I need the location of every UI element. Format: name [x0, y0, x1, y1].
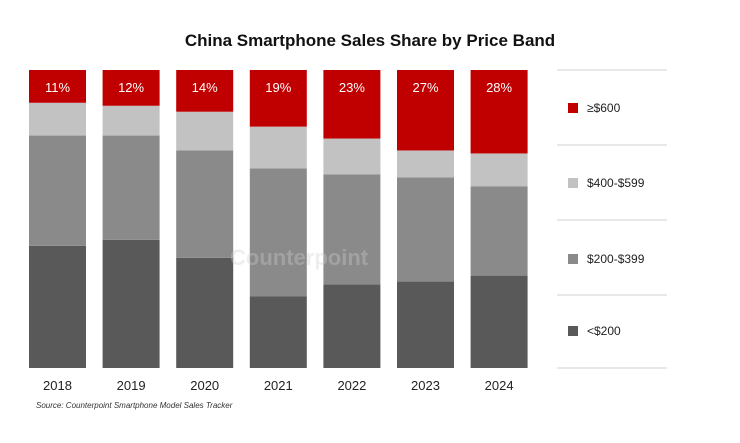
data-label-2022: 23% [339, 80, 365, 95]
bar-segment-2021-200 [249, 296, 307, 368]
bar-segment-2020-400-599 [176, 111, 234, 151]
legend: ≥$600 $400-$599 $200-$399 <$200 [557, 69, 667, 369]
bar-segment-2021-200-399 [249, 168, 307, 297]
bar-segment-2019-600 [102, 70, 160, 106]
bar-segment-2022-200 [323, 284, 381, 368]
watermark-text: Counterpoint [230, 245, 369, 270]
bar-segment-2024-200 [470, 275, 528, 368]
bar-segment-2022-200-399 [323, 174, 381, 285]
legend-label-600: ≥$600 [587, 101, 621, 115]
x-tick-2018: 2018 [43, 378, 72, 393]
legend-swatch-600 [568, 103, 578, 113]
legend-swatch-200 [568, 326, 578, 336]
bar-segment-2024-600 [470, 70, 528, 154]
bar-segment-2024-200-399 [470, 186, 528, 276]
chart-title: China Smartphone Sales Share by Price Ba… [184, 31, 556, 50]
data-label-2020: 14% [192, 80, 218, 95]
bar-segment-2021-400-599 [249, 126, 307, 169]
bar-segment-2023-600 [397, 70, 454, 151]
bar-segment-2023-400-599 [397, 150, 454, 178]
data-label-2019: 12% [118, 80, 144, 95]
source-note: Source: Counterpoint Smartphone Model Sa… [36, 401, 233, 410]
bar-segment-2019-200-399 [102, 135, 160, 240]
data-label-2024: 28% [486, 80, 512, 95]
legend-label-200: <$200 [587, 324, 621, 338]
bar-segment-2019-400-599 [102, 105, 160, 136]
x-axis-ticks: 2018 2019 2020 2021 2022 2023 2024 [43, 378, 514, 393]
legend-label-400-599: $400-$599 [587, 176, 645, 190]
bars-group [29, 70, 528, 368]
data-label-2023: 27% [412, 80, 438, 95]
bar-segment-2020-200-399 [176, 150, 234, 258]
bar-segment-2020-200 [176, 257, 234, 368]
bar-segment-2019-200 [102, 239, 160, 368]
bar-segment-2020-600 [176, 70, 234, 112]
x-tick-2024: 2024 [485, 378, 514, 393]
bar-segment-2022-400-599 [323, 138, 381, 175]
x-tick-2023: 2023 [411, 378, 440, 393]
legend-label-200-399: $200-$399 [587, 252, 645, 266]
x-tick-2019: 2019 [117, 378, 146, 393]
bar-segment-2018-600 [29, 70, 86, 103]
bar-segment-2018-200 [29, 245, 86, 368]
x-tick-2022: 2022 [337, 378, 366, 393]
bar-segment-2018-200-399 [29, 135, 86, 246]
data-label-2021: 19% [265, 80, 291, 95]
bar-segment-2021-600 [249, 70, 307, 127]
bar-segment-2023-200 [397, 281, 454, 368]
legend-swatch-200-399 [568, 254, 578, 264]
x-tick-2020: 2020 [190, 378, 219, 393]
bar-segment-2024-400-599 [470, 153, 528, 187]
bar-segment-2018-400-599 [29, 102, 86, 136]
x-tick-2021: 2021 [264, 378, 293, 393]
bar-segment-2023-200-399 [397, 177, 454, 282]
data-labels-group: 11% 12% 14% 19% 23% 27% 28% [45, 80, 513, 95]
bar-segment-2022-600 [323, 70, 381, 139]
data-label-2018: 11% [45, 80, 70, 95]
legend-swatch-400-599 [568, 178, 578, 188]
